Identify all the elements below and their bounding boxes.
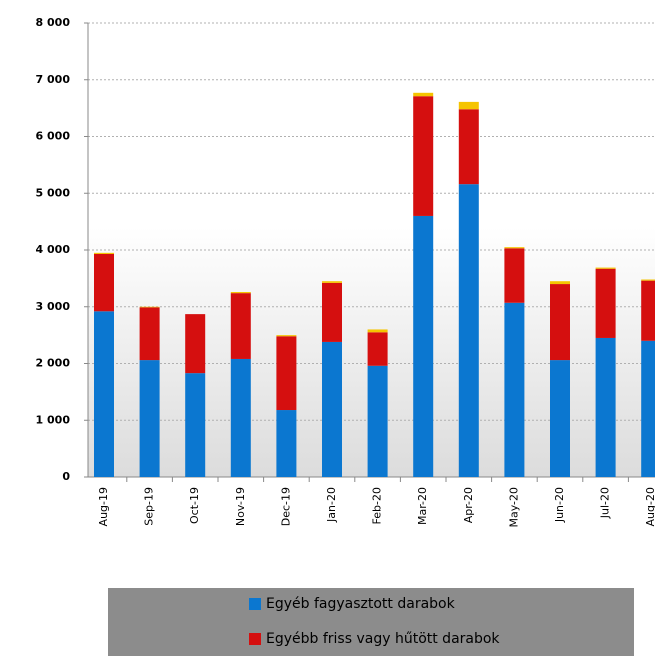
bar-segment xyxy=(276,335,297,337)
bar-segment xyxy=(458,109,479,185)
bar-segment xyxy=(595,267,616,269)
bar-segment xyxy=(413,215,434,477)
y-tick-label: 2 000 xyxy=(36,357,71,370)
bar-segment xyxy=(458,101,479,110)
bar-segment xyxy=(595,268,616,338)
y-tick-label: 4 000 xyxy=(36,243,71,256)
bar-segment xyxy=(230,293,251,359)
legend-swatch xyxy=(249,633,261,645)
bar-segment xyxy=(139,306,160,308)
x-tick-label: Oct-19 xyxy=(188,487,201,524)
bar-segment xyxy=(230,291,251,294)
bar-segment xyxy=(504,302,525,477)
bar-segment xyxy=(367,365,388,477)
bar-segment xyxy=(139,360,160,477)
y-tick-label: 0 xyxy=(62,470,70,483)
bar-segment xyxy=(641,280,655,341)
bar-segment xyxy=(367,332,388,366)
y-tick-label: 6 000 xyxy=(36,130,71,143)
bar-segment xyxy=(550,360,570,477)
bar-segment xyxy=(550,281,570,285)
bar-segment xyxy=(504,248,525,303)
bar-segment xyxy=(550,284,570,361)
bar-segment xyxy=(413,92,434,97)
bar-segment xyxy=(458,184,479,478)
bar-segment xyxy=(641,340,655,477)
x-tick-label: May-20 xyxy=(507,487,520,528)
legend-label: Egyébb friss vagy hűtött darabok xyxy=(266,631,500,647)
bar-segment xyxy=(322,282,342,342)
x-tick-label: Aug-19 xyxy=(97,487,110,526)
y-tick-label: 8 000 xyxy=(36,16,71,29)
x-tick-label: Sep-19 xyxy=(143,487,156,526)
y-tick-label: 1 000 xyxy=(36,413,71,426)
bar-segment xyxy=(367,329,388,333)
bar-segment xyxy=(276,410,297,477)
bar-segment xyxy=(595,337,616,477)
y-tick-label: 3 000 xyxy=(36,300,71,313)
bar-segment xyxy=(94,252,114,254)
x-tick-label: Nov-19 xyxy=(234,487,247,526)
bar-segment xyxy=(322,281,342,283)
bar-segment xyxy=(504,247,525,249)
x-tick-label: Mar-20 xyxy=(416,487,429,525)
y-tick-label: 7 000 xyxy=(36,73,71,86)
bar-segment xyxy=(322,341,342,477)
legend-swatch xyxy=(249,598,261,610)
bar-segment xyxy=(413,96,434,216)
legend-label: Egyéb fagyasztott darabok xyxy=(266,596,456,612)
y-tick-label: 5 000 xyxy=(36,186,71,199)
bar-segment xyxy=(276,336,297,411)
bar-segment xyxy=(230,358,251,477)
x-tick-label: Aug-20 xyxy=(644,487,655,526)
x-tick-label: Jun-20 xyxy=(553,487,566,523)
legend-box xyxy=(108,588,634,656)
bar-segment xyxy=(641,279,655,281)
bar-segment xyxy=(185,314,206,374)
bar-segment xyxy=(185,373,206,477)
x-tick-label: Feb-20 xyxy=(371,487,384,524)
bar-segment xyxy=(94,311,114,477)
bar-segment xyxy=(139,307,160,361)
x-tick-label: Jan-20 xyxy=(325,487,338,523)
x-tick-label: Dec-19 xyxy=(279,487,292,526)
x-tick-label: Apr-20 xyxy=(462,487,475,523)
bar-segment xyxy=(94,253,114,312)
x-tick-label: Jul-20 xyxy=(599,487,612,519)
